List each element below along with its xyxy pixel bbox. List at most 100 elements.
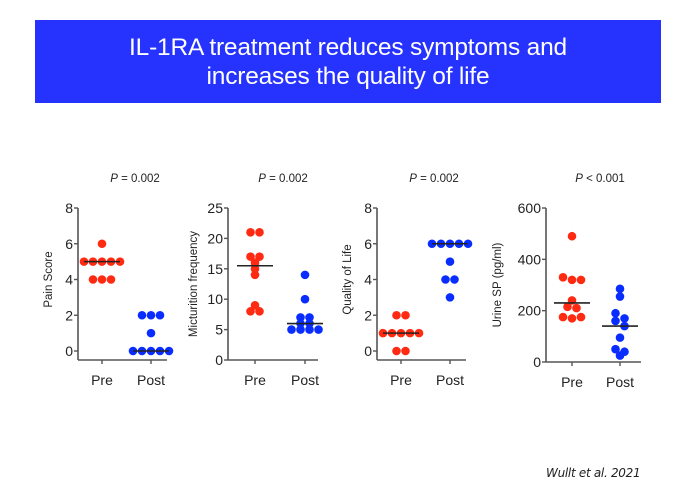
data-point (106, 275, 116, 284)
data-point (392, 310, 401, 320)
p-symbol: P (258, 173, 266, 185)
x-category-label: Pre (390, 372, 412, 388)
p-symbol: P (409, 173, 417, 185)
citation: Wullt et al. 2021 (546, 466, 641, 480)
p-value-label: P < 0.001 (575, 173, 625, 185)
data-point (441, 275, 450, 284)
series-post (287, 270, 323, 334)
y-tick-label: 0 (533, 354, 541, 370)
data-point (615, 292, 625, 301)
data-point (250, 300, 260, 310)
data-point (255, 307, 264, 316)
p-value-text: = 0.002 (118, 173, 160, 185)
data-point (250, 264, 260, 274)
x-category-label: Post (291, 372, 319, 388)
y-tick-label: 8 (65, 200, 73, 216)
y-tick-label: 8 (364, 200, 372, 216)
series-pre (79, 239, 125, 284)
data-point (558, 312, 568, 322)
series-post (427, 239, 473, 302)
data-point (401, 310, 410, 320)
y-tick-label: 5 (215, 322, 223, 338)
y-axis-title: Quality of Life (342, 244, 354, 314)
y-tick-label: 2 (364, 307, 372, 323)
y-tick-label: 4 (65, 272, 73, 288)
p-symbol: P (110, 173, 118, 185)
x-category-label: Post (137, 372, 165, 388)
x-category-label: Post (436, 372, 464, 388)
plot-panel-2: P = 0.002 0 5 10 15 20 25 Micturition frequency… (188, 173, 323, 388)
data-point (287, 325, 296, 334)
data-point (97, 275, 107, 284)
x-category-label: Pre (91, 372, 113, 388)
title-banner: IL-1RA treatment reduces symptoms and in… (35, 20, 661, 103)
data-point (300, 294, 310, 304)
data-point (401, 346, 410, 356)
p-value-label: P = 0.002 (409, 173, 459, 185)
data-point (137, 310, 147, 320)
data-point (250, 270, 260, 280)
y-tick-label: 0 (215, 352, 223, 368)
data-point (314, 325, 323, 334)
p-value-label: P = 0.002 (110, 173, 160, 185)
y-tick-label: 400 (518, 251, 542, 267)
data-point (300, 270, 310, 280)
data-point (572, 303, 581, 313)
data-point (146, 328, 156, 338)
p-value-label: P = 0.002 (258, 173, 308, 185)
data-point (611, 308, 620, 318)
data-point (255, 228, 264, 237)
p-value-text: = 0.002 (266, 173, 308, 185)
series-post (602, 284, 638, 360)
plot-panel-1: P = 0.002 0 2 4 6 8 Pain Score Pre Post (43, 173, 174, 388)
y-tick-label: 6 (65, 236, 73, 252)
series-post (128, 310, 174, 356)
series-pre (554, 231, 590, 323)
y-axis-title: Urine SP (pg/ml) (492, 242, 504, 327)
series-pre (378, 310, 424, 356)
y-tick-label: 0 (364, 343, 372, 359)
data-point (246, 252, 255, 261)
data-point (146, 310, 156, 320)
data-point (305, 325, 314, 334)
data-point (576, 312, 586, 322)
data-point (620, 314, 629, 323)
y-tick-label: 2 (65, 307, 73, 323)
title-line-2: increases the quality of life (206, 62, 490, 90)
data-point (250, 258, 260, 268)
data-point (445, 293, 455, 302)
data-point (576, 275, 586, 285)
y-tick-label: 200 (518, 303, 542, 319)
data-point (255, 252, 264, 261)
data-point (611, 344, 620, 354)
data-point (558, 273, 568, 282)
x-category-label: Pre (561, 374, 583, 390)
data-point (246, 228, 255, 237)
data-point (615, 351, 625, 360)
data-point (567, 314, 577, 323)
data-point (155, 310, 165, 320)
y-axis-title: Pain Score (43, 251, 55, 307)
p-value-text: < 0.001 (583, 173, 625, 185)
data-point (563, 302, 572, 312)
data-point (305, 313, 314, 322)
data-point (296, 325, 305, 334)
y-tick-label: 6 (364, 236, 372, 252)
y-axis-title: Micturition frequency (188, 231, 200, 337)
plot-panel-3: P = 0.002 0 2 4 6 8 Quality of Life Pre Post (342, 173, 473, 388)
y-tick-label: 15 (207, 261, 223, 277)
data-point (445, 257, 455, 266)
y-tick-label: 10 (207, 291, 223, 307)
data-point (567, 231, 577, 241)
series-pre (237, 228, 273, 316)
data-point (450, 275, 459, 284)
y-tick-label: 20 (207, 230, 223, 246)
x-category-label: Pre (244, 372, 266, 388)
data-point (88, 275, 98, 284)
title-line-1: IL-1RA treatment reduces symptoms and (129, 33, 567, 61)
data-point (615, 333, 625, 342)
data-point (392, 346, 401, 356)
data-point (97, 239, 107, 249)
y-tick-label: 25 (207, 200, 223, 216)
